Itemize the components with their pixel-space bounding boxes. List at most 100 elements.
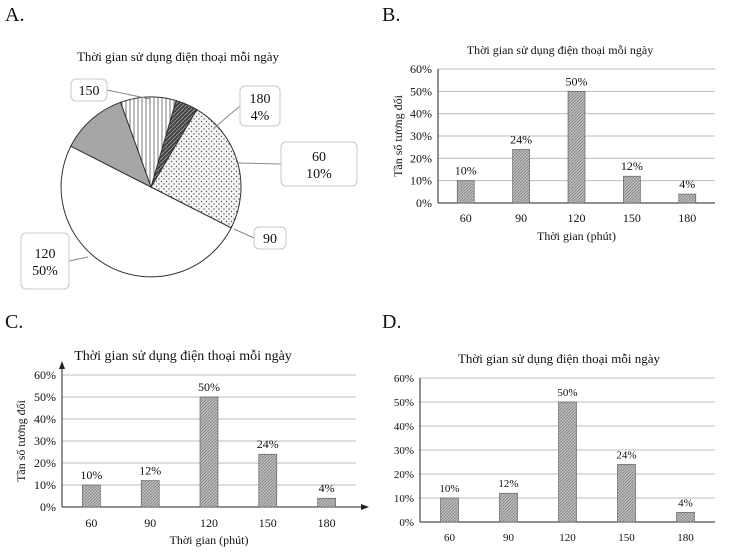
y-axis-label: Tần số tương đối (391, 94, 405, 177)
pie-label-box-90 (253, 226, 287, 250)
bar-90 (140, 480, 160, 508)
data-label: 10% (80, 468, 102, 482)
x-tick-label: 180 (677, 532, 694, 544)
y-tick-label: 60% (394, 373, 414, 385)
bar-60 (82, 484, 101, 508)
x-axis-label: Thời gian (phút) (170, 533, 249, 547)
data-label: 12% (139, 464, 161, 478)
pie-chart-svg: Thời gian sử dụng điện thoại mỗi ngày 12… (20, 49, 358, 290)
y-tick-label: 10% (394, 493, 414, 505)
bar-90 (512, 149, 530, 204)
pie-leader-line-150 (106, 89, 151, 100)
y-tick-label: 30% (34, 434, 56, 448)
pie-leader-line-60 (237, 162, 282, 165)
pie-category-label: 120 (35, 247, 56, 262)
x-tick-label: 90 (515, 211, 527, 225)
y-tick-label: 50% (394, 397, 414, 409)
y-tick-label: 20% (410, 151, 432, 165)
y-tick-label: 20% (34, 456, 56, 470)
pie-slices (60, 96, 242, 278)
bar-150 (258, 453, 278, 508)
pie-label-box-150 (70, 78, 108, 102)
x-tick-label: 180 (318, 516, 336, 530)
data-label: 4% (679, 177, 695, 191)
pie-leader-line-90 (233, 228, 255, 239)
pie-value-label: 10% (306, 167, 332, 182)
data-label: 50% (557, 387, 577, 399)
pie-category-label: 60 (312, 150, 326, 165)
data-label: 10% (439, 483, 459, 495)
y-tick-label: 0% (40, 500, 56, 514)
data-label: 24% (257, 437, 279, 451)
bar-150 (623, 175, 641, 204)
x-tick-label: 60 (444, 532, 456, 544)
x-axis-arrow (361, 504, 369, 510)
pie-category-label: 150 (79, 84, 100, 99)
chart-d: Thời gian sử dụng điện thoại mỗi ngày 0% 1… (370, 300, 738, 553)
x-tick-label: 60 (460, 211, 472, 225)
x-tick-label: 60 (85, 516, 97, 530)
pie-category-label: 180 (250, 92, 271, 107)
x-tick-label: 150 (623, 211, 641, 225)
y-tick-label: 40% (410, 107, 432, 121)
data-label: 50% (198, 380, 220, 394)
y-tick-label: 0% (399, 517, 414, 529)
chart-title: Thời gian sử dụng điện thoại mỗi ngày (458, 351, 661, 366)
chart-title: Thời gian sử dụng điện thoại mỗi ngày (77, 49, 280, 64)
bar-120 (558, 401, 577, 523)
y-axis-label: Tần số tương đối (14, 399, 28, 482)
y-axis-arrow (59, 361, 65, 369)
chart-title: Thời gian sử dụng điện thoại mỗi ngày (467, 43, 654, 57)
bar-chart-c-svg: Thời gian sử dụng điện thoại mỗi ngày 0% 1… (14, 349, 369, 547)
panel-label-a: A. (5, 4, 25, 26)
pie-leader-line-180 (213, 105, 241, 129)
pie-category-label: 90 (263, 232, 277, 247)
pie-slice-150 (150, 108, 242, 229)
pie-value-label: 4% (251, 109, 270, 124)
pie-leader-line-120 (68, 256, 89, 262)
panel-label-b: B. (382, 4, 401, 26)
data-label: 4% (319, 481, 335, 495)
y-tick-label: 10% (410, 174, 432, 188)
y-tick-label: 0% (416, 196, 432, 210)
pie-value-label: 50% (32, 264, 58, 279)
chart-b: Thời gian sử dụng điện thoại mỗi ngày 0% 1… (370, 0, 738, 300)
bar-120 (199, 396, 219, 508)
data-label: 4% (678, 497, 693, 509)
x-tick-label: 90 (144, 516, 156, 530)
y-tick-label: 60% (410, 62, 432, 76)
data-label: 50% (566, 74, 588, 88)
panel-label-c: C. (5, 311, 24, 333)
pie-slice-90 (70, 101, 152, 189)
data-label: 24% (616, 449, 636, 461)
y-tick-label: 40% (34, 412, 56, 426)
y-tick-label: 30% (394, 445, 414, 457)
bar-180 (317, 497, 336, 508)
chart-c: Thời gian sử dụng điện thoại mỗi ngày 0% 1… (0, 300, 370, 553)
bar-60 (456, 180, 475, 204)
bar-180 (676, 512, 695, 523)
x-tick-label: 120 (559, 532, 576, 544)
pie-labels: 120 50% 150 180 4% 60 10% 90 (20, 78, 358, 290)
data-label: 24% (510, 132, 532, 146)
pie-label-box-120 (20, 232, 70, 290)
x-tick-label: 120 (568, 211, 586, 225)
pie-label-box-60 (280, 141, 358, 187)
data-label: 10% (455, 164, 477, 178)
chart-a: Thời gian sử dụng điện thoại mỗi ngày 12… (0, 0, 370, 300)
chart-title: Thời gian sử dụng điện thoại mỗi ngày (74, 349, 292, 364)
y-tick-label: 60% (34, 368, 56, 382)
pie-slice-120 (60, 145, 232, 278)
y-tick-label: 50% (34, 390, 56, 404)
x-tick-label: 150 (259, 516, 277, 530)
panel-label-d: D. (382, 311, 402, 333)
y-tick-label: 20% (394, 469, 414, 481)
bar-120 (567, 91, 586, 204)
x-tick-label: 150 (618, 532, 635, 544)
x-tick-label: 90 (503, 532, 515, 544)
bar-chart-d-svg: Thời gian sử dụng điện thoại mỗi ngày 0% 1… (394, 351, 715, 544)
data-label: 12% (621, 159, 643, 173)
y-tick-label: 10% (34, 478, 56, 492)
x-axis-label: Thời gian (phút) (537, 229, 616, 243)
bar-60 (440, 497, 459, 523)
